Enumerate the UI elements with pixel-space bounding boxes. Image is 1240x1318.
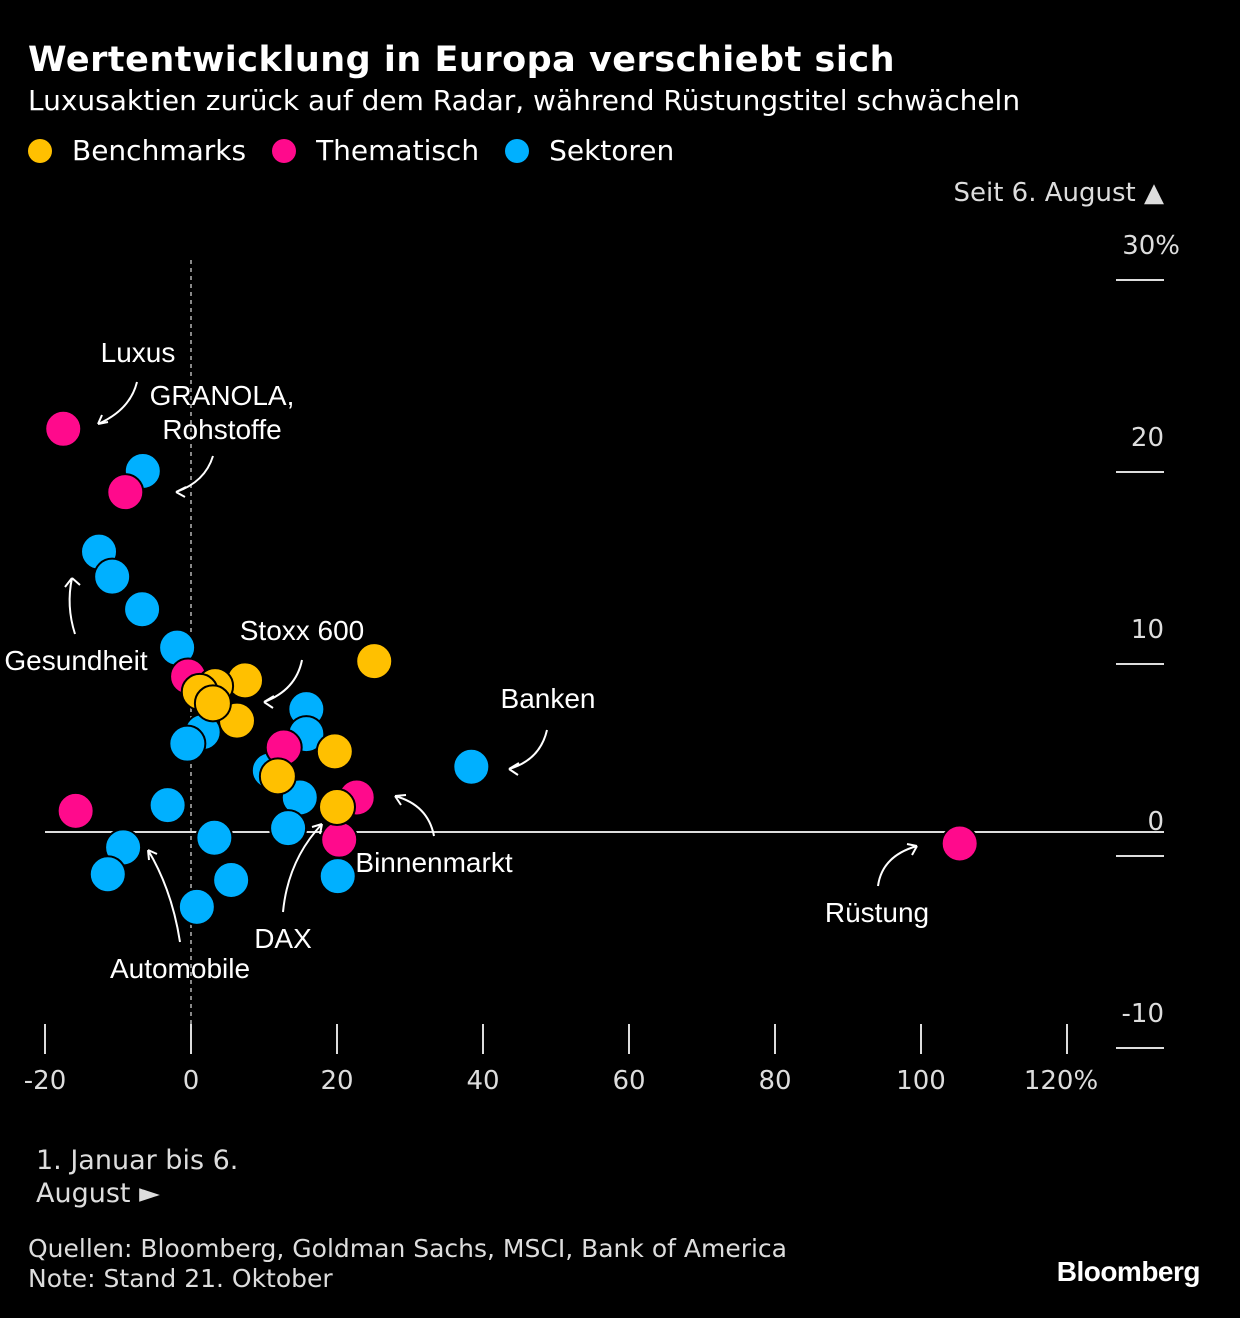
y-axis-label: Seit 6. August ▲ (953, 178, 1164, 208)
x-tick-label: 0 (183, 1066, 200, 1096)
point-sektoren (195, 818, 234, 857)
point-benchmarks (193, 684, 232, 723)
annotation-automobile: Automobile (110, 953, 250, 984)
y-tick-label: 20 (1131, 423, 1164, 453)
point-sektoren (452, 747, 491, 786)
legend-label: Benchmarks (72, 134, 247, 167)
point-sektoren (318, 857, 357, 896)
point-sektoren (212, 861, 251, 899)
point-sektoren (168, 724, 207, 763)
point-benchmarks (355, 642, 394, 681)
point-sektoren (148, 786, 187, 825)
point-benchmarks (315, 732, 354, 771)
point-sektoren (177, 887, 216, 926)
legend-dot-icon (272, 138, 297, 163)
x-tick-label: 80 (758, 1066, 791, 1096)
point-benchmarks (258, 757, 297, 796)
arrow-ruestung (877, 843, 918, 887)
legend: Benchmarks Thematisch Sektoren (28, 134, 674, 167)
y-tick-label: 30% (1122, 231, 1180, 261)
point-sektoren (93, 557, 132, 596)
legend-dot-icon (505, 138, 530, 163)
arrow-banken (508, 729, 548, 776)
x-tick-label: 60 (612, 1066, 645, 1096)
annotation-ruestung: Rüstung (825, 897, 929, 928)
legend-item-benchmarks: Benchmarks (28, 134, 246, 167)
annotation-rohstoffe: Rohstoffe (162, 414, 281, 445)
x-tick-label: 100 (896, 1066, 946, 1096)
arrow-luxus (97, 381, 138, 425)
annotation-banken: Banken (501, 683, 596, 714)
point-sektoren (269, 809, 308, 848)
annotation-binnenmarkt: Binnenmarkt (355, 847, 512, 878)
point-thematisch (940, 824, 979, 863)
arrow-dax (282, 823, 323, 913)
arrow-stoxx (263, 659, 303, 709)
point-thematisch (56, 791, 95, 830)
y-tick-label: 0 (1147, 807, 1164, 837)
x-tick-label: 120% (1024, 1066, 1098, 1096)
bloomberg-logo: Bloomberg (1056, 1256, 1201, 1287)
x-tick-label: 20 (320, 1066, 353, 1096)
chart-subtitle: Luxusaktien zurück auf dem Radar, währen… (28, 84, 1021, 117)
chart-title: Wertentwicklung in Europa verschiebt sic… (28, 40, 895, 80)
footer: Quellen: Bloomberg, Goldman Sachs, MSCI,… (28, 1234, 787, 1294)
legend-label: Thematisch (316, 134, 480, 167)
y-tick-label: -10 (1122, 999, 1164, 1029)
point-thematisch (106, 473, 145, 512)
note-text: Note: Stand 21. Oktober (28, 1264, 333, 1293)
annotation-granola: GRANOLA, (150, 380, 295, 411)
legend-label: Sektoren (549, 134, 675, 167)
annotation-stoxx600: Stoxx 600 (240, 615, 365, 646)
legend-item-thematisch: Thematisch (272, 134, 479, 167)
point-sektoren (88, 855, 127, 894)
x-tick-label: -20 (24, 1066, 66, 1096)
y-tick-label: 10 (1131, 615, 1164, 645)
arrow-automobile (147, 849, 181, 943)
annotation-gesundheit: Gesundheit (4, 645, 147, 676)
point-benchmarks (318, 788, 356, 827)
arrow-binnenmarkt (394, 794, 435, 837)
arrow-granola (175, 455, 214, 498)
point-thematisch (320, 820, 359, 859)
point-sektoren (123, 590, 162, 629)
arrow-gesundheit (64, 577, 81, 635)
sources-text: Quellen: Bloomberg, Goldman Sachs, MSCI,… (28, 1234, 787, 1263)
annotation-luxus: Luxus (101, 337, 176, 368)
annotation-dax: DAX (254, 923, 312, 954)
legend-item-sektoren: Sektoren (505, 134, 674, 167)
legend-dot-icon (28, 138, 52, 163)
x-tick-label: 40 (466, 1066, 499, 1096)
point-thematisch (44, 409, 83, 448)
x-axis-label: 1. Januar bis 6. August ► (36, 1145, 239, 1209)
